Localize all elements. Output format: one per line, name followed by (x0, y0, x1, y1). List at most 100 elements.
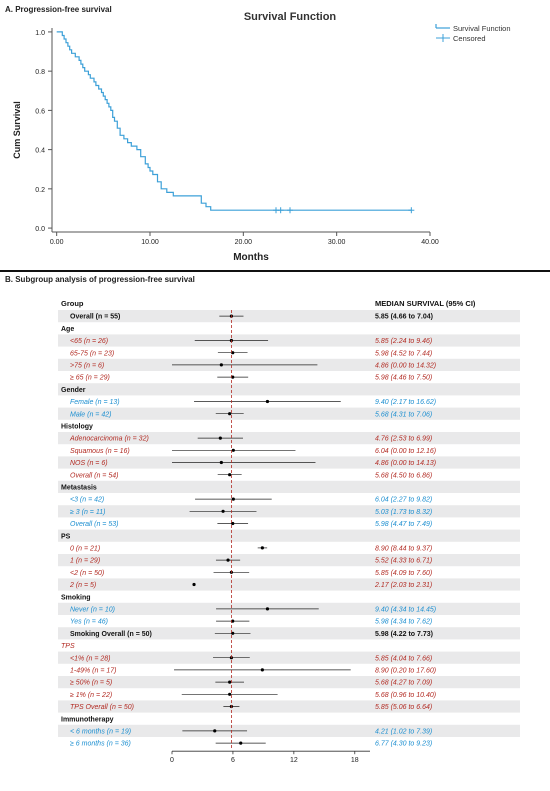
row-label: Male (n = 42) (70, 411, 111, 418)
row-label: Overall (n = 53) (70, 521, 118, 528)
point-estimate (239, 741, 243, 745)
ci-value: 9.40 (4.34 to 14.45) (375, 607, 436, 614)
row-band (58, 529, 520, 542)
forest-x-tick-label: 18 (351, 757, 359, 764)
point-estimate (213, 729, 217, 733)
point-estimate (265, 399, 270, 404)
point-estimate (231, 631, 235, 635)
point-estimate (260, 546, 264, 550)
point-estimate (221, 509, 225, 513)
row-label: TPS (61, 643, 75, 650)
row-label: Smoking (61, 594, 91, 601)
row-label: Gender (61, 387, 86, 394)
row-label: Smoking Overall (n = 50) (70, 631, 152, 638)
legend-label-survival: Survival Function (453, 24, 511, 33)
ci-value: 5.85 (4.09 to 7.60) (375, 570, 432, 577)
point-estimate (192, 582, 196, 587)
row-band (58, 310, 520, 323)
row-label: NOS (n = 6) (70, 460, 108, 467)
panel-a-survival: A. Progression-free survival Survival Fu… (0, 0, 550, 270)
row-label: ≥ 6 months (n = 36) (70, 741, 131, 748)
row-label: 1 (n = 29) (70, 558, 100, 565)
survival-function-line (56, 31, 412, 211)
point-estimate (219, 363, 223, 367)
row-band (58, 676, 520, 689)
row-label: ≥ 1% (n = 22) (70, 692, 112, 699)
point-estimate (228, 680, 232, 684)
row-band (58, 383, 520, 396)
y-axis-label: Cum Survival (12, 101, 22, 159)
row-label: <1% (n = 28) (70, 655, 110, 662)
ci-value: 5.03 (1.73 to 8.32) (375, 509, 432, 516)
ci-value: 8.90 (0.20 to 17.60) (375, 668, 436, 675)
ci-value: 9.40 (2.17 to 16.62) (375, 399, 436, 406)
ci-value: 2.17 (2.03 to 2.31) (374, 582, 432, 589)
ci-value: 6.04 (0.00 to 12.16) (375, 448, 436, 455)
row-label: ≥ 65 (n = 29) (70, 375, 110, 382)
row-label: 0 (n = 21) (70, 546, 100, 553)
ci-value: 6.04 (2.27 to 9.82) (375, 497, 432, 504)
row-label: 1-49% (n = 17) (70, 668, 117, 675)
point-estimate (231, 351, 235, 355)
row-label: 65-75 (n = 23) (70, 350, 114, 357)
row-label: Overall (n = 54) (70, 472, 118, 479)
ci-value: 5.68 (4.31 to 7.06) (375, 411, 432, 418)
row-label: Never (n = 10) (70, 607, 115, 614)
chart-title: Survival Function (244, 11, 337, 23)
x-tick-label: 10.00 (141, 239, 159, 246)
point-estimate (260, 668, 264, 672)
forest-x-tick-label: 0 (170, 757, 174, 764)
row-band (58, 407, 520, 420)
ci-value: 4.21 (1.02 to 7.39) (375, 729, 432, 736)
ci-value: 5.98 (4.52 to 7.44) (375, 350, 432, 357)
x-tick-label: 0.00 (50, 239, 64, 246)
ci-value: 5.85 (4.66 to 7.04) (375, 314, 433, 321)
row-label: TPS Overall (n = 50) (70, 704, 134, 711)
row-label: <65 (n = 26) (70, 338, 108, 345)
column-header-median: MEDIAN SURVIVAL (95% CI) (375, 299, 476, 308)
point-estimate (265, 607, 270, 611)
forest-x-tick-label: 6 (231, 757, 235, 764)
row-band (58, 554, 520, 567)
point-estimate (231, 497, 235, 501)
row-label: <2 (n = 50) (70, 570, 104, 577)
ci-value: 6.77 (4.30 to 9.23) (375, 741, 432, 748)
row-label: Immunotherapy (61, 716, 114, 723)
forest-plot: Group MEDIAN SURVIVAL (95% CI) Overall (n … (58, 299, 520, 764)
y-tick-label: 0.0 (35, 226, 45, 233)
y-tick-label: 0.2 (35, 187, 45, 194)
x-tick-label: 30.00 (328, 239, 346, 246)
ci-value: 8.90 (8.44 to 9.37) (375, 546, 432, 553)
point-estimate (231, 375, 235, 379)
y-tick-label: 0.8 (35, 69, 45, 76)
row-band (58, 578, 520, 591)
panel-a-heading: A. Progression-free survival (5, 5, 112, 14)
row-label: Squamous (n = 16) (70, 448, 130, 455)
legend-label-censored: Censored (453, 34, 486, 43)
ci-value: 5.98 (4.34 to 7.62) (375, 619, 432, 626)
ci-value: 5.85 (4.04 to 7.66) (375, 655, 432, 662)
point-estimate (228, 692, 232, 696)
row-band (58, 627, 520, 640)
km-chart: Survival Function 0.0 0.2 0.4 0.6 0.8 1.0 0.00 1… (12, 11, 511, 263)
row-band (58, 480, 520, 493)
row-label: Female (n = 13) (70, 399, 120, 406)
ci-value: 5.52 (4.33 to 6.71) (375, 558, 432, 565)
point-estimate (228, 412, 232, 416)
ci-value: 5.98 (4.47 to 7.49) (375, 521, 432, 528)
row-band (58, 651, 520, 664)
row-label: PS (61, 533, 71, 540)
ci-value: 5.98 (4.22 to 7.73) (375, 631, 433, 638)
row-label: >75 (n = 6) (70, 363, 104, 370)
row-label: Metastasis (61, 485, 97, 492)
row-label: <3 (n = 42) (70, 497, 104, 504)
row-label: 2 (n = 5) (69, 582, 96, 589)
ci-value: 5.68 (0.96 to 10.40) (375, 692, 436, 699)
x-tick-label: 20.00 (235, 239, 253, 246)
point-estimate (231, 521, 235, 526)
x-tick-label: 40.00 (421, 239, 439, 246)
ci-value: 5.85 (2.24 to 9.46) (375, 338, 432, 345)
x-axis-label: Months (233, 252, 269, 263)
row-band (58, 505, 520, 518)
point-estimate (231, 448, 235, 452)
